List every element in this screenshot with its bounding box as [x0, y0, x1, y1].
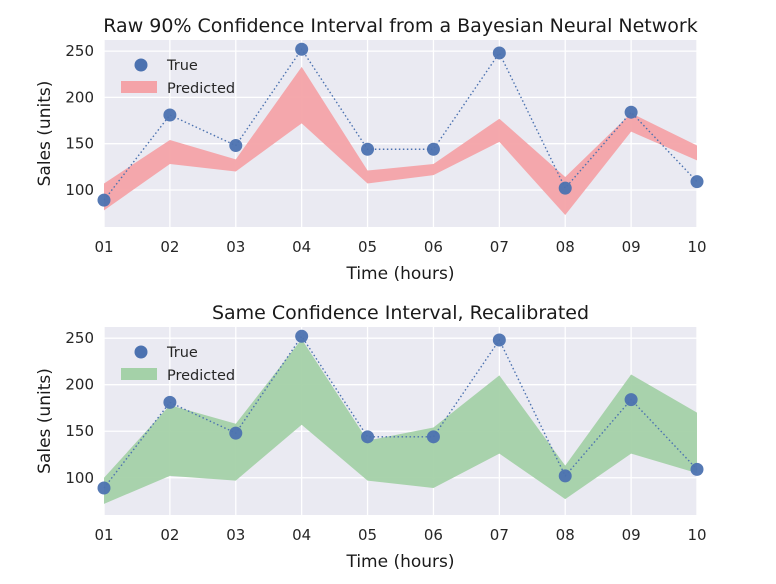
y-tick-label: 150 [65, 422, 94, 440]
plot-area [104, 40, 697, 227]
true-point [558, 469, 572, 483]
true-point [229, 139, 243, 153]
true-point [492, 333, 506, 347]
true-series-line [103, 335, 698, 489]
legend-marker-true [134, 58, 148, 72]
true-point [624, 393, 638, 407]
legend-swatch-predicted [121, 81, 157, 93]
x-tick-label: 08 [556, 526, 575, 544]
true-point [163, 108, 177, 122]
x-tick-label: 02 [160, 238, 179, 256]
x-tick-label: 10 [687, 238, 706, 256]
true-point [426, 430, 440, 444]
legend: True Predicted [121, 58, 235, 97]
confidence-band [104, 66, 697, 215]
x-tick-label: 08 [556, 238, 575, 256]
x-tick-label: 06 [424, 238, 443, 256]
x-axis-label: Time (hours) [345, 264, 454, 284]
true-point [624, 105, 638, 119]
y-axis-label: Sales (units) [35, 81, 55, 187]
x-tick-label: 03 [226, 526, 245, 544]
x-tick-label: 05 [358, 526, 377, 544]
true-point [690, 462, 704, 476]
x-tick-label: 04 [292, 526, 311, 544]
true-point [361, 430, 375, 444]
y-tick-label: 200 [65, 376, 94, 394]
true-point [229, 426, 243, 440]
legend-label-predicted: Predicted [167, 81, 235, 97]
true-point [97, 481, 111, 495]
x-tick-label: 01 [94, 238, 113, 256]
x-tick-label: 10 [687, 526, 706, 544]
y-tick-label: 200 [65, 88, 94, 106]
legend-label-true: True [166, 345, 198, 361]
y-tick-label: 100 [65, 469, 94, 487]
x-tick-label: 07 [490, 238, 509, 256]
y-axis-label: Sales (units) [35, 368, 55, 474]
x-tick-label: 09 [622, 526, 641, 544]
legend: True Predicted [121, 345, 235, 384]
y-tick-label: 250 [65, 42, 94, 60]
legend-label-true: True [166, 58, 198, 74]
true-point [295, 42, 309, 56]
legend-swatch-predicted [121, 368, 157, 380]
legend-label-predicted: Predicted [167, 368, 235, 384]
x-axis-label: Time (hours) [345, 552, 454, 572]
true-point [163, 395, 177, 409]
x-tick-label: 06 [424, 526, 443, 544]
x-tick-label: 01 [94, 526, 113, 544]
chart-panel-2: 01 02 03 04 05 06 07 08 09 10 100 150 200 250 Same Con… [35, 302, 707, 572]
true-point [558, 181, 572, 195]
true-point [361, 142, 375, 156]
x-tick-label: 04 [292, 238, 311, 256]
x-tick-label: 03 [226, 238, 245, 256]
confidence-band [104, 339, 697, 504]
chart-panel-1: 01 02 03 04 05 06 07 08 09 10 100 150 200 250 Raw 90% … [35, 15, 707, 284]
y-tick-label: 250 [65, 329, 94, 347]
x-tick-label: 09 [622, 238, 641, 256]
true-point [295, 329, 309, 343]
legend-marker-true [134, 345, 148, 359]
x-tick-label: 02 [160, 526, 179, 544]
y-tick-label: 150 [65, 135, 94, 153]
true-point [97, 193, 111, 207]
true-point [492, 46, 506, 60]
true-point [690, 175, 704, 189]
x-tick-label: 07 [490, 526, 509, 544]
x-tick-label: 05 [358, 238, 377, 256]
y-tick-label: 100 [65, 181, 94, 199]
chart-title: Same Confidence Interval, Recalibrated [212, 302, 589, 324]
true-point [426, 142, 440, 156]
chart-title: Raw 90% Confidence Interval from a Bayes… [103, 15, 697, 37]
